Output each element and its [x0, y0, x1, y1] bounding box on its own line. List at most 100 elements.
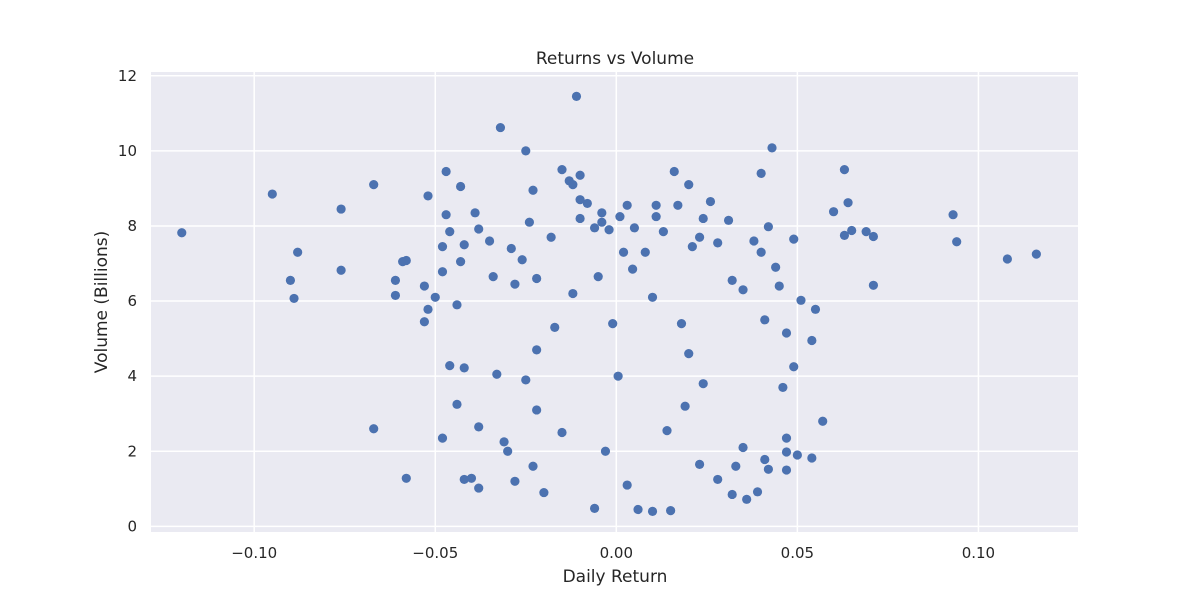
data-point	[571, 91, 582, 102]
y-tick-label: 2	[127, 442, 137, 460]
data-point	[488, 272, 498, 282]
data-point	[369, 424, 379, 434]
data-point	[470, 208, 480, 218]
data-point	[437, 433, 448, 443]
data-point	[684, 180, 694, 190]
data-point	[517, 255, 527, 265]
data-point	[756, 168, 766, 178]
data-point	[510, 279, 520, 289]
data-point	[575, 195, 585, 205]
data-point	[749, 236, 759, 246]
data-point	[285, 275, 296, 286]
data-point	[861, 226, 871, 237]
data-point	[763, 222, 773, 232]
data-point	[597, 217, 607, 227]
data-point	[868, 231, 879, 242]
data-point	[952, 237, 962, 247]
data-point	[948, 210, 958, 220]
data-point	[546, 232, 556, 242]
data-point	[771, 262, 781, 272]
data-point	[662, 426, 672, 436]
data-point	[694, 459, 705, 470]
data-point	[419, 317, 429, 327]
data-point	[521, 146, 531, 156]
x-axis-label: Daily Return	[563, 567, 668, 587]
data-point	[604, 225, 614, 235]
data-point	[615, 211, 625, 222]
data-point	[1002, 254, 1012, 264]
x-tick-label: −0.10	[231, 544, 277, 562]
data-point	[680, 401, 690, 411]
data-point	[622, 480, 632, 490]
data-point	[742, 494, 752, 504]
data-point	[401, 255, 411, 266]
data-point	[694, 232, 705, 242]
data-point	[459, 474, 469, 485]
data-point	[474, 224, 484, 234]
data-point	[437, 242, 448, 252]
data-point	[293, 247, 303, 257]
data-point	[401, 473, 411, 483]
data-point	[521, 375, 531, 385]
data-point	[727, 275, 737, 286]
data-point	[452, 300, 462, 310]
data-point	[600, 446, 611, 456]
data-point	[629, 223, 640, 233]
data-point	[687, 242, 697, 252]
data-point	[495, 122, 506, 133]
data-point	[459, 240, 469, 250]
data-point	[839, 165, 850, 175]
data-point	[651, 211, 661, 222]
data-point	[738, 285, 748, 295]
data-point	[847, 225, 857, 236]
data-point	[593, 272, 603, 282]
data-point	[756, 247, 766, 257]
y-tick-label: 12	[118, 67, 137, 85]
data-point	[608, 318, 618, 329]
chart-title: Returns vs Volume	[536, 49, 694, 69]
data-point	[423, 304, 433, 314]
data-point	[613, 371, 623, 381]
data-point	[336, 265, 346, 275]
data-point	[647, 506, 658, 516]
data-point	[532, 345, 542, 355]
data-point	[177, 228, 187, 238]
data-point	[622, 200, 632, 210]
data-point	[532, 405, 542, 415]
data-point	[528, 461, 538, 471]
data-points	[177, 91, 1041, 516]
y-tick-label: 6	[127, 292, 137, 310]
x-tick-label: 0.10	[962, 544, 995, 562]
y-tick-label: 8	[127, 217, 137, 235]
data-point	[503, 446, 513, 456]
data-point	[727, 489, 737, 500]
y-tick-labels: 0 2 4 6 8 10 12	[118, 67, 137, 536]
data-point	[510, 476, 520, 486]
data-point	[568, 180, 578, 190]
data-point	[868, 280, 879, 290]
data-point	[651, 200, 661, 210]
data-point	[796, 295, 806, 305]
data-point	[597, 208, 607, 218]
data-point	[818, 416, 828, 426]
data-point	[589, 503, 600, 513]
data-point	[557, 427, 567, 438]
x-tick-label: −0.05	[412, 544, 458, 562]
data-point	[628, 264, 638, 274]
data-point	[666, 505, 676, 516]
grid-lines	[151, 72, 1078, 532]
data-point	[713, 474, 723, 485]
data-point	[589, 223, 600, 233]
data-point	[763, 464, 773, 474]
data-point	[390, 290, 401, 301]
data-point	[731, 461, 741, 471]
data-point	[839, 230, 850, 240]
data-point	[575, 213, 585, 224]
data-point	[676, 318, 687, 329]
data-point	[539, 487, 549, 498]
data-point	[430, 292, 440, 302]
data-point	[474, 422, 484, 432]
data-point	[807, 335, 817, 346]
data-point	[789, 362, 799, 372]
data-point	[673, 200, 683, 210]
